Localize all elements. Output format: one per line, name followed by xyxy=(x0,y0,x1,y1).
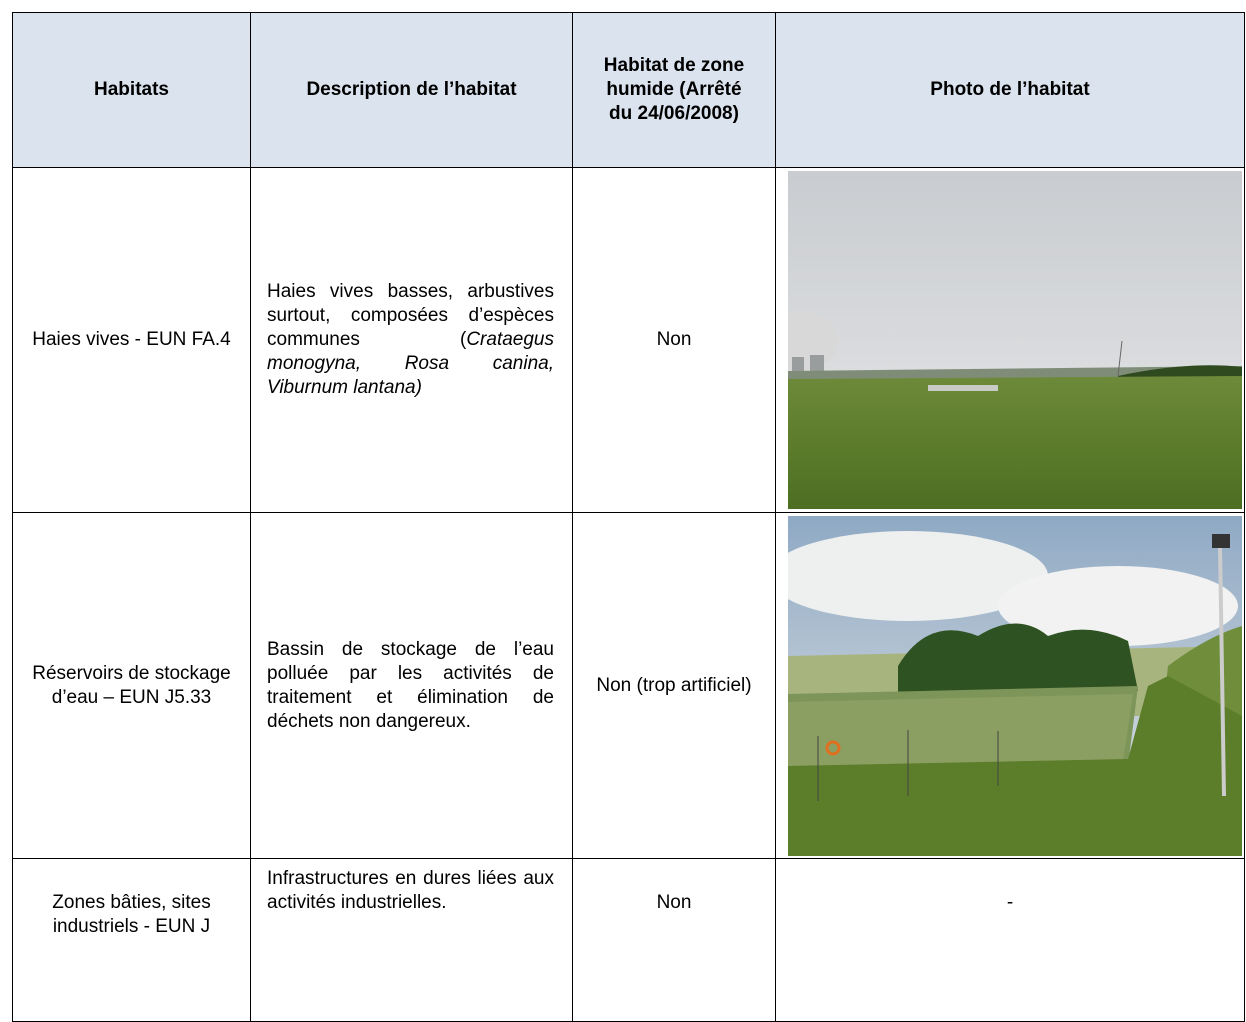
wetland-cell: Non (trop artificiel) xyxy=(572,512,776,859)
habitat-cell: Zones bâties, sites industriels - EUN J xyxy=(12,858,251,1022)
wetland-cell: Non xyxy=(572,858,776,1022)
habitat-cell: Réservoirs de stockage d’eau – EUN J5.33 xyxy=(12,512,251,859)
header-cell: Habitats xyxy=(12,12,251,168)
description-cell: Infrastructures en dures liées aux activ… xyxy=(250,858,573,1022)
habitat-table: Habitats Description de l’habitat Habita… xyxy=(12,12,1245,1022)
habitat-photo xyxy=(788,515,1242,856)
habitat-cell: Haies vives - EUN FA.4 xyxy=(12,167,251,513)
description-text: Haies vives basses, arbustives surtout, … xyxy=(267,281,554,350)
header-cell: Description de l’habitat xyxy=(250,12,573,168)
species-names: Crataegus monogyna, Rosa canina, Viburnu… xyxy=(267,329,554,398)
table-row: Haies vives - EUN FA.4 Haies vives basse… xyxy=(12,167,1245,513)
photo-cell xyxy=(775,167,1245,513)
description-cell: Haies vives basses, arbustives surtout, … xyxy=(250,167,573,513)
header-cell: Photo de l’habitat xyxy=(775,12,1245,168)
photo-cell xyxy=(775,512,1245,859)
description-cell: Bassin de stockage de l’eau polluée par … xyxy=(250,512,573,859)
habitat-photo xyxy=(788,171,1242,509)
page-body: Habitats Description de l’habitat Habita… xyxy=(12,12,1245,1022)
header-row: Habitats Description de l’habitat Habita… xyxy=(12,12,1245,168)
photo-cell: - xyxy=(775,858,1245,1022)
table-row: Zones bâties, sites industriels - EUN J … xyxy=(12,858,1245,1022)
header-cell: Habitat de zone humide (Arrêté du 24/06/… xyxy=(572,12,776,168)
page: Habitats {"table": { "header": ["Habitat… xyxy=(12,12,1245,1022)
table-row: Réservoirs de stockage d’eau – EUN J5.33… xyxy=(12,512,1245,859)
wetland-cell: Non xyxy=(572,167,776,513)
